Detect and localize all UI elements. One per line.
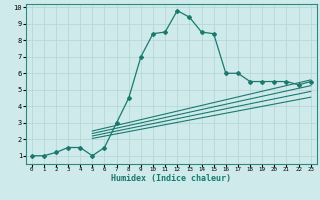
X-axis label: Humidex (Indice chaleur): Humidex (Indice chaleur) [111,174,231,183]
